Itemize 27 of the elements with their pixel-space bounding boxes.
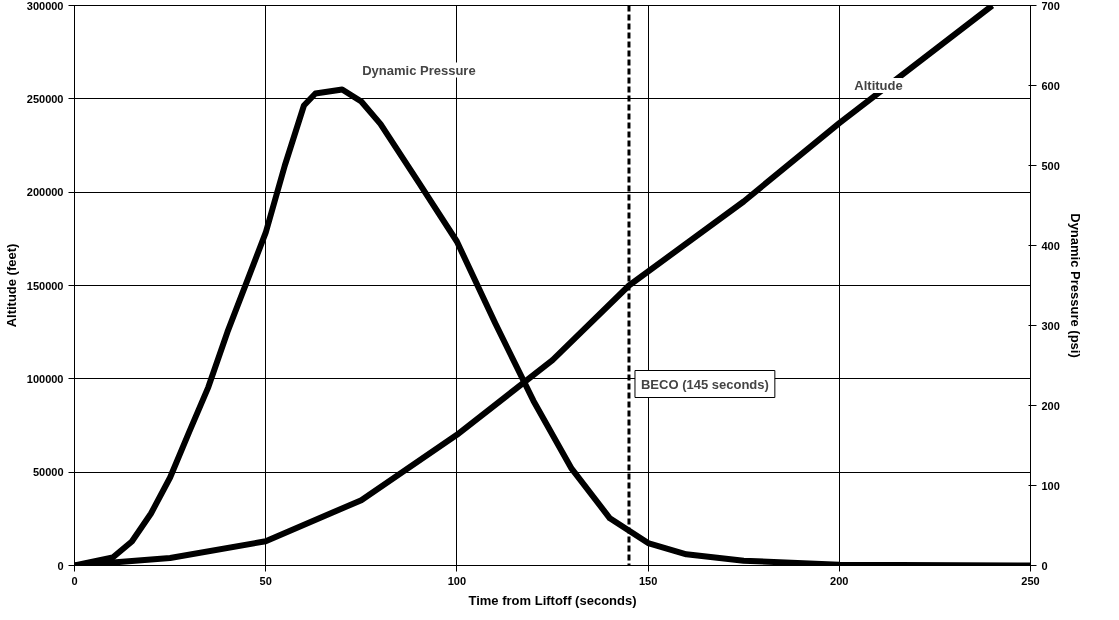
y-tick-label: 250000 [26,92,64,105]
y-axis-title: Altitude (feet) [3,243,19,328]
x-tick-label: 0 [71,574,78,587]
x-tick-label: 200 [830,574,849,587]
y2-tick-label: 400 [1041,239,1060,252]
x-tick-label: 50 [259,574,272,587]
series-label: Altitude [854,78,903,94]
y2-axis-title: Dynamic Pressure (psi) [1067,213,1083,358]
y-tick-label: 0 [57,559,64,572]
y-tick-label: 300000 [26,0,64,12]
x-tick-label: 100 [447,574,467,587]
y2-tick-label: 600 [1041,79,1060,92]
y2-tick-label: 500 [1041,159,1060,172]
y2-tick-label: 200 [1041,399,1060,412]
y2-tick-label: 300 [1041,319,1060,332]
y-tick-label: 50000 [32,466,64,479]
x-axis-title: Time from Liftoff (seconds) [468,592,637,608]
y2-tick-label: 700 [1041,0,1060,12]
y-tick-label: 150000 [26,279,64,292]
ref-line-label: BECO (145 seconds) [640,376,769,392]
y-tick-label: 200000 [26,186,64,199]
x-tick-label: 150 [638,574,658,587]
y2-tick-label: 0 [1041,559,1048,572]
y2-tick-label: 100 [1041,479,1060,492]
x-tick-label: 250 [1021,574,1040,587]
y-tick-label: 100000 [26,372,64,385]
series-label: Dynamic Pressure [362,62,476,78]
